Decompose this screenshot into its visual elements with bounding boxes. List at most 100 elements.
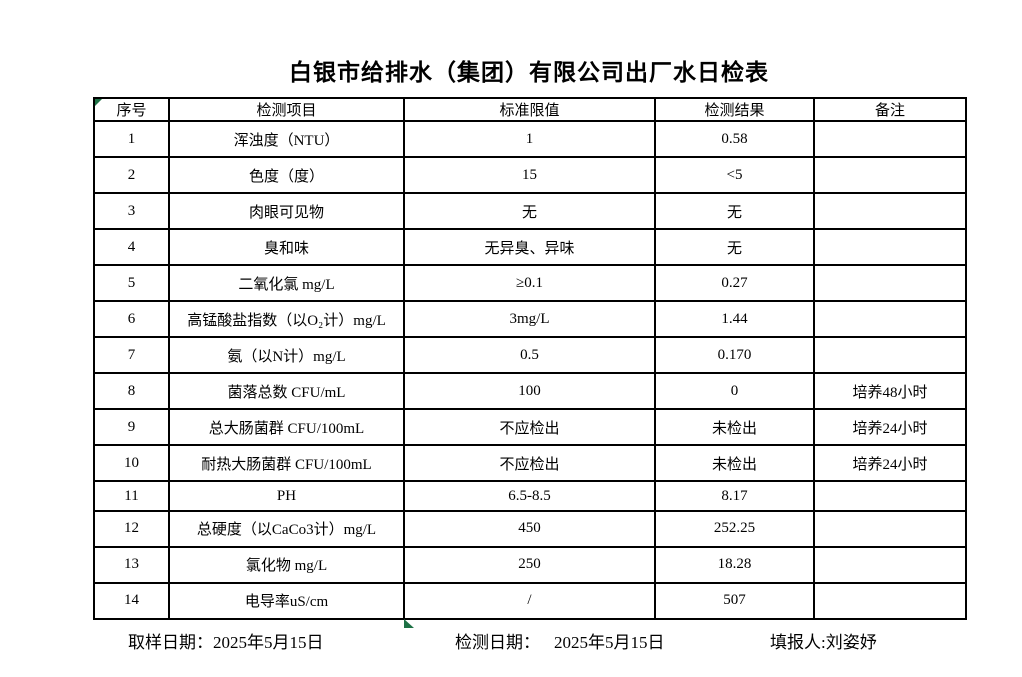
cell-limit: 不应检出 — [403, 444, 656, 483]
cell-serial: 2 — [93, 156, 170, 195]
cell-limit: ≥0.1 — [403, 264, 656, 303]
cell-remark — [813, 336, 967, 375]
cell-result: 未检出 — [654, 444, 815, 483]
cell-result: 507 — [654, 581, 815, 621]
table-row: 5 二氧化氯 mg/L ≥0.1 0.27 — [93, 264, 967, 303]
table-row: 2 色度（度） 15 <5 — [93, 156, 967, 195]
cell-item: 色度（度） — [168, 156, 405, 195]
cell-limit: 无 — [403, 192, 656, 231]
cell-limit: 6.5-8.5 — [403, 480, 656, 512]
cell-item: 氨（以N计）mg/L — [168, 336, 405, 375]
reporter: 填报人:刘姿妤 — [770, 628, 877, 653]
cell-limit: 100 — [403, 372, 656, 411]
table-row: 9 总大肠菌群 CFU/100mL 不应检出 未检出 培养24小时 — [93, 408, 967, 447]
cell-serial: 12 — [93, 509, 170, 548]
cell-remark — [813, 300, 967, 339]
table-row: 1 浑浊度（NTU） 1 0.58 — [93, 119, 967, 159]
cell-remark: 培养24小时 — [813, 408, 967, 447]
cell-limit: 15 — [403, 156, 656, 195]
table-row: 10 耐热大肠菌群 CFU/100mL 不应检出 未检出 培养24小时 — [93, 444, 967, 483]
cell-result: 无 — [654, 192, 815, 231]
cell-item: 肉眼可见物 — [168, 192, 405, 231]
table-row: 11 PH 6.5-8.5 8.17 — [93, 480, 967, 512]
cell-result: 0.170 — [654, 336, 815, 375]
table-row: 12 总硬度（以CaCo3计）mg/L 450 252.25 — [93, 509, 967, 548]
cell-serial: 1 — [93, 119, 170, 159]
cell-result: <5 — [654, 156, 815, 195]
cell-item: PH — [168, 480, 405, 512]
cell-serial: 13 — [93, 545, 170, 584]
cell-remark — [813, 545, 967, 584]
cell-remark — [813, 228, 967, 267]
cell-serial: 10 — [93, 444, 170, 483]
cell-item: 臭和味 — [168, 228, 405, 267]
table-body: 1 浑浊度（NTU） 1 0.58 2 色度（度） 15 <5 3 肉眼可见物无无 4 臭和味 无异臭、… — [93, 119, 967, 621]
cell-remark — [813, 119, 967, 159]
test-date-value: 2025年5月15日 — [554, 633, 665, 652]
cell-item: 浑浊度（NTU） — [168, 119, 405, 159]
col-header-limit: 标准限值 — [403, 97, 656, 122]
test-date: 检测日期： 2025年5月15日 — [455, 628, 665, 653]
cell-remark — [813, 264, 967, 303]
cell-limit: 3mg/L — [403, 300, 656, 339]
cell-serial: 6 — [93, 300, 170, 339]
col-header-item: 检测项目 — [168, 97, 405, 122]
table-row: 8 菌落总数 CFU/mL 100 0 培养48小时 — [93, 372, 967, 411]
sampling-date-value: 2025年5月15日 — [213, 633, 324, 652]
cell-serial: 14 — [93, 581, 170, 621]
reporter-value: 刘姿妤 — [825, 633, 877, 652]
page-title: 白银市给排水（集团）有限公司出厂水日检表 — [289, 60, 769, 85]
cell-remark — [813, 156, 967, 195]
table-row: 7 氨（以N计）mg/L 0.5 0.170 — [93, 336, 967, 375]
table-row: 14 电导率uS/cm/507 — [93, 581, 967, 621]
table-row: 6 高锰酸盐指数（以O₂计）mg/L 3mg/L 1.44 — [93, 300, 967, 339]
cell-remark — [813, 192, 967, 231]
header-row: 序号 检测项目 标准限值 检测结果 备注 — [93, 97, 967, 122]
cell-serial: 4 — [93, 228, 170, 267]
cell-result: 0 — [654, 372, 815, 411]
cell-result: 8.17 — [654, 480, 815, 512]
test-date-label: 检测日期： — [455, 633, 540, 652]
cell-limit: 0.5 — [403, 336, 656, 375]
cell-item: 电导率uS/cm — [168, 581, 405, 621]
cell-remark: 培养24小时 — [813, 444, 967, 483]
col-header-serial: 序号 — [93, 97, 170, 122]
cell-remark — [813, 509, 967, 548]
cell-remark — [813, 480, 967, 512]
cell-result: 1.44 — [654, 300, 815, 339]
cell-serial: 11 — [93, 480, 170, 512]
cell-limit: 450 — [403, 509, 656, 548]
table-row: 13 氯化物 mg/L 250 18.28 — [93, 545, 967, 584]
cell-result: 252.25 — [654, 509, 815, 548]
cell-serial: 9 — [93, 408, 170, 447]
cell-remark: 培养48小时 — [813, 372, 967, 411]
cell-result: 未检出 — [654, 408, 815, 447]
cell-result: 无 — [654, 228, 815, 267]
cell-item: 二氧化氯 mg/L — [168, 264, 405, 303]
sampling-date-label: 取样日期： — [128, 633, 213, 652]
table-row: 4 臭和味 无异臭、异味无 — [93, 228, 967, 267]
cell-remark — [813, 581, 967, 621]
table-row: 3 肉眼可见物无无 — [93, 192, 967, 231]
col-header-result: 检测结果 — [654, 97, 815, 122]
col-header-remark: 备注 — [813, 97, 967, 122]
cell-item: 菌落总数 CFU/mL — [168, 372, 405, 411]
cell-item: 耐热大肠菌群 CFU/100mL — [168, 444, 405, 483]
cell-limit: 不应检出 — [403, 408, 656, 447]
cell-limit: 250 — [403, 545, 656, 584]
cell-item: 总大肠菌群 CFU/100mL — [168, 408, 405, 447]
cell-result: 0.27 — [654, 264, 815, 303]
cell-limit: 1 — [403, 119, 656, 159]
cell-item: 高锰酸盐指数（以O₂计）mg/L — [168, 300, 405, 339]
cell-limit: 无异臭、异味 — [403, 228, 656, 267]
cell-limit: / — [403, 581, 656, 621]
cell-result: 0.58 — [654, 119, 815, 159]
cell-flag-icon — [404, 619, 414, 628]
reporter-label: 填报人: — [770, 633, 826, 652]
sampling-date: 取样日期：2025年5月15日 — [128, 628, 324, 653]
inspection-table: 序号 检测项目 标准限值 检测结果 备注 1 浑浊度（NTU） 1 0.58 2 色度（度… — [93, 97, 967, 621]
table-header: 序号 检测项目 标准限值 检测结果 备注 — [93, 97, 967, 122]
cell-item: 氯化物 mg/L — [168, 545, 405, 584]
cell-serial: 7 — [93, 336, 170, 375]
cell-serial: 5 — [93, 264, 170, 303]
